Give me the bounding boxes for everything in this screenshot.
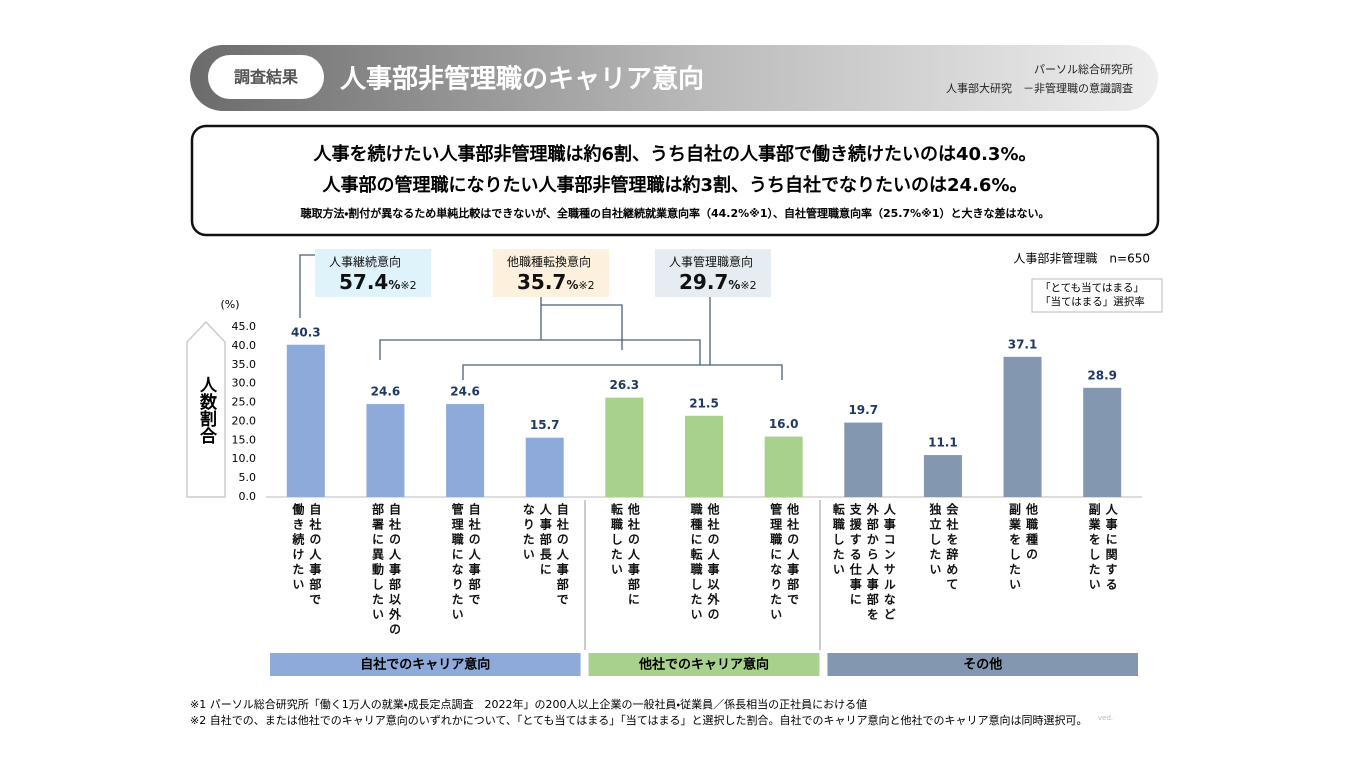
callout: 他職種転換意向 35.7%※2: [493, 249, 609, 297]
x-tick-label: 自社の人事部以外の 部署に異動したい: [370, 503, 402, 638]
callout-label: 他職種転換意向: [507, 255, 592, 269]
sample-size: 人事部非管理職 n=650: [1013, 251, 1150, 266]
y-tick-label: 40.0: [232, 339, 257, 352]
legend-note-box: [1031, 278, 1163, 313]
legend-label: 他社でのキャリア意向: [638, 657, 769, 673]
bar: [446, 404, 485, 497]
connector: [379, 297, 701, 365]
value-label: 19.7: [848, 403, 878, 417]
summary-line: 人事部の管理職になりたい人事部非管理職は約3割、うち自社でなりたいのは24.6%…: [322, 174, 1028, 196]
footnote: ※1 パーソル総合研究所「働く1万人の就業・成長定点調査 2022年」の200人…: [190, 697, 867, 711]
value-label: 16.0: [769, 417, 799, 431]
value-label: 37.1: [1008, 337, 1038, 351]
group-band: [270, 653, 581, 676]
legend-note: 「当てはまる」選択率: [1040, 295, 1145, 308]
callout-value: 57.4: [339, 270, 389, 294]
footnote: ※2 自社での、または他社でのキャリア意向のいずれかについて、「とても当てはまる…: [190, 713, 1088, 727]
bar: [525, 437, 564, 497]
x-tick-label: 会社を辞めて 独立したい: [927, 503, 959, 593]
y-tick-label: 5.0: [239, 471, 257, 484]
bar: [286, 344, 325, 497]
connector: [299, 254, 315, 318]
legend-note: 「とても当てはまる」: [1040, 281, 1144, 294]
y-tick-label: 0.0: [239, 490, 257, 503]
header-title: 人事部非管理職のキャリア意向: [339, 64, 704, 95]
y-tick-label: 10.0: [232, 452, 257, 465]
bar: [605, 397, 644, 497]
callout-note: ※2: [578, 279, 595, 292]
header-tag-pill: [208, 55, 324, 99]
callout-value: 29.7: [679, 270, 729, 294]
x-tick-label: 他職種の 副業をしたい: [1007, 503, 1039, 593]
y-tick-label: 25.0: [232, 396, 257, 409]
connector: [541, 304, 623, 350]
bar: [1083, 387, 1122, 497]
legend-label: 自社でのキャリア意向: [360, 657, 490, 673]
bar: [844, 422, 883, 497]
summary-box: [190, 124, 1160, 237]
bar: [1003, 356, 1042, 497]
summary-note: 聴取方法・割付が異なるため単純比較はできないが、全職種の自社継続就業意向率（44…: [300, 206, 1049, 220]
value-label: 15.7: [530, 418, 560, 432]
connector: [462, 297, 783, 380]
header-banner: [190, 45, 1158, 111]
callout-unit: %: [566, 278, 579, 292]
callout: 人事管理職意向 29.7%※2: [655, 249, 771, 297]
callout-note: ※2: [400, 279, 417, 292]
callout-value-line: 29.7%※2: [669, 270, 757, 294]
bar: [685, 415, 723, 497]
callout-unit: %: [388, 278, 401, 292]
callout-label: 人事管理職意向: [669, 255, 754, 269]
legend-label: その他: [963, 657, 1002, 673]
callout: 人事継続意向 57.4%※2: [315, 249, 431, 297]
value-label: 40.3: [291, 325, 321, 339]
bar: [923, 455, 962, 497]
x-tick-label: 自社の人事部で 人事部長に なりたい: [521, 503, 570, 608]
x-tick-label: 人事コンサルなど 外部から人事部を 支援する仕事に 転職したい: [831, 503, 897, 623]
y-axis-arrow: [186, 320, 226, 498]
header-source: パーソル総合研究所: [1034, 62, 1133, 76]
x-tick-label: 自社の人事部で 管理職になりたい: [450, 503, 482, 623]
watermark: ved.: [1098, 714, 1113, 722]
x-tick-label: 人事に関する 副業をしたい: [1087, 503, 1119, 593]
group-band: [588, 653, 820, 676]
value-label: 28.9: [1087, 368, 1117, 382]
y-unit: (%): [220, 298, 239, 311]
value-label: 24.6: [450, 385, 480, 399]
x-tick-label: 自社の人事部で 働き続けたい: [290, 503, 322, 608]
value-label: 21.5: [689, 396, 719, 410]
callout-value-line: 35.7%※2: [507, 270, 595, 294]
callout-label: 人事継続意向: [329, 255, 402, 269]
group-band: [827, 653, 1138, 676]
bar: [764, 436, 803, 497]
x-tick-label: 他社の人事以外の 職種に転職したい: [689, 503, 720, 623]
callout-note: ※2: [740, 279, 757, 292]
callout-value-line: 57.4%※2: [329, 270, 417, 294]
value-label: 24.6: [371, 385, 401, 399]
x-tick-label: 他社の人事部で 管理職になりたい: [768, 503, 800, 623]
header-tag: 調査結果: [234, 68, 298, 87]
callout-value: 35.7: [517, 270, 567, 294]
value-label: 11.1: [928, 436, 958, 450]
callout-unit: %: [728, 278, 741, 292]
y-tick-label: 20.0: [232, 414, 257, 427]
header-source: 人事部大研究 －非管理職の意識調査: [946, 81, 1133, 95]
y-axis-label: 人数割合: [196, 376, 218, 445]
value-label: 26.3: [610, 378, 640, 392]
y-tick-label: 35.0: [232, 358, 257, 371]
summary-line: 人事を続けたい人事部非管理職は約6割、うち自社の人事部で働き続けたいのは40.3…: [313, 143, 1037, 165]
x-tick-label: 他社の人事部に 転職したい: [609, 503, 641, 608]
connectors: [299, 254, 783, 380]
y-tick-label: 30.0: [232, 377, 257, 390]
y-tick-label: 45.0: [232, 320, 257, 333]
bar: [366, 404, 405, 497]
y-tick-label: 15.0: [232, 433, 257, 446]
